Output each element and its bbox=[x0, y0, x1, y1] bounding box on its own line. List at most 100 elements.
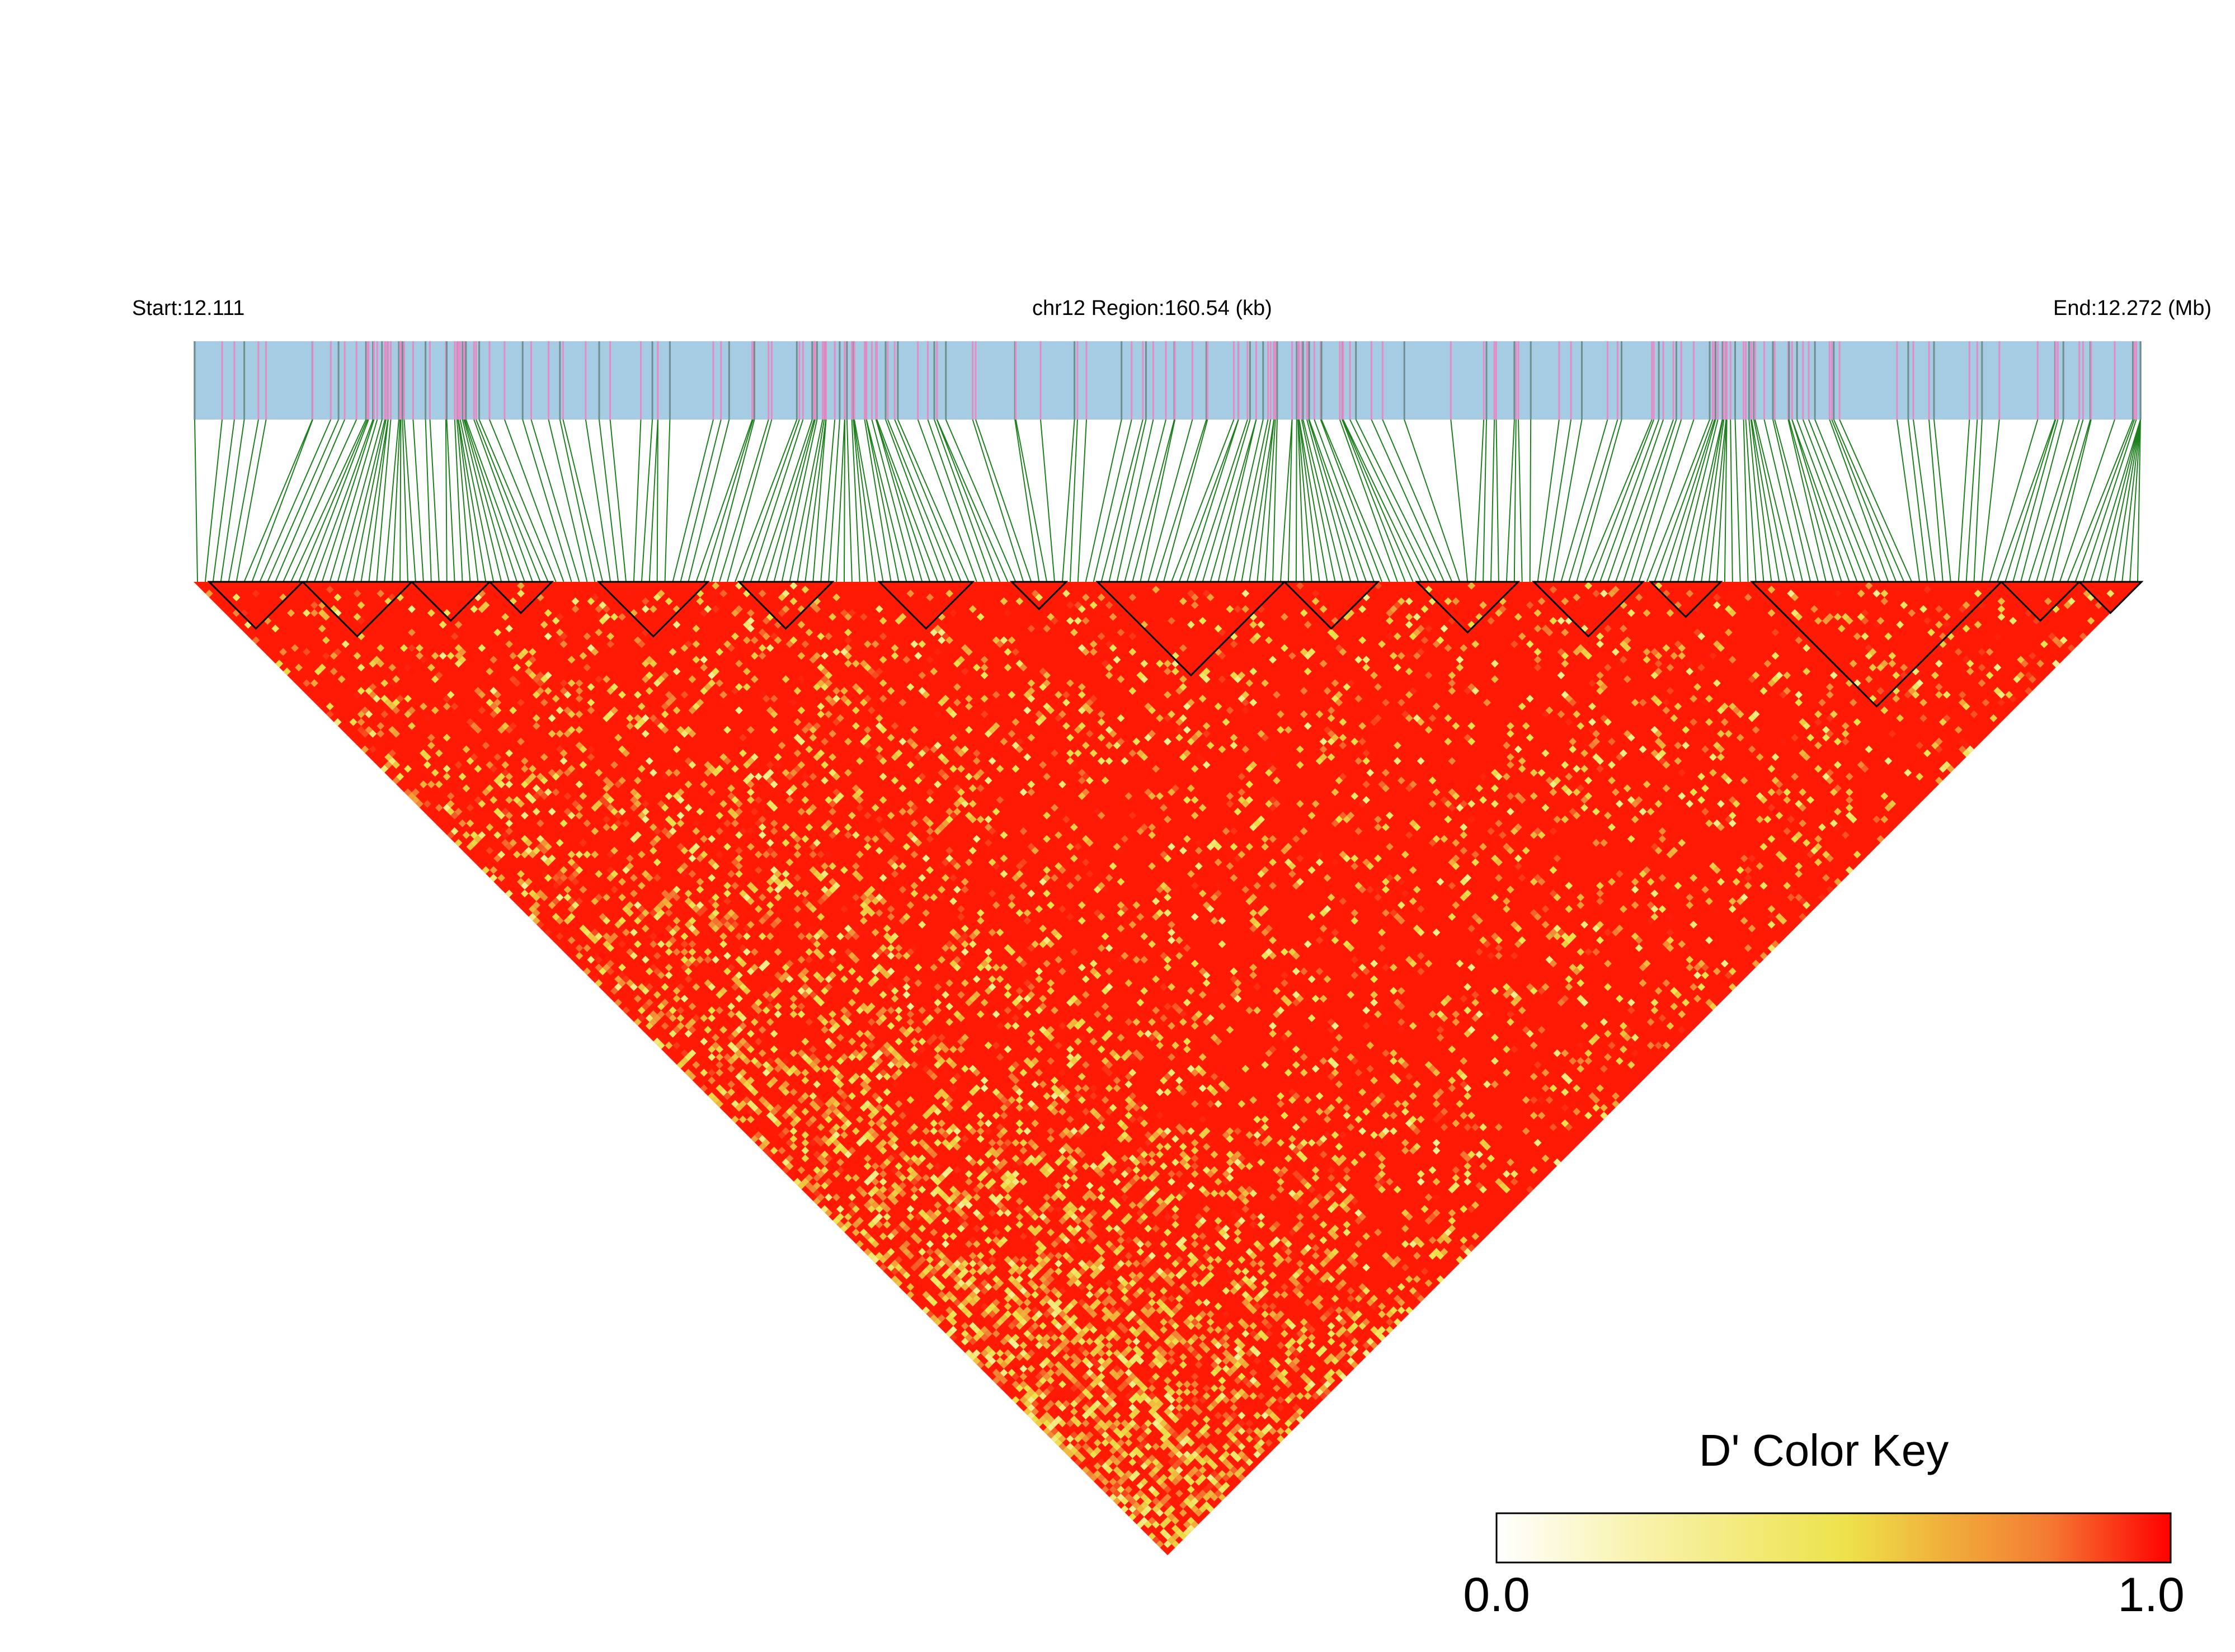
ld-cell bbox=[1140, 1322, 1149, 1330]
ld-cell bbox=[945, 1142, 953, 1151]
ld-cell bbox=[758, 823, 766, 831]
ld-cell bbox=[1051, 1084, 1058, 1093]
ld-cell bbox=[603, 784, 611, 793]
ld-cell bbox=[595, 979, 603, 987]
ld-cell bbox=[1081, 1411, 1090, 1420]
ld-cell bbox=[618, 613, 626, 621]
ld-cell bbox=[606, 866, 615, 874]
snp-connector-line bbox=[664, 419, 671, 582]
ld-cell bbox=[778, 1131, 786, 1139]
ld-cell bbox=[1117, 1135, 1125, 1143]
ld-cell bbox=[829, 878, 837, 886]
ld-cell bbox=[1183, 1380, 1191, 1389]
ld-cell bbox=[968, 1127, 977, 1135]
ld-cell bbox=[953, 1298, 961, 1307]
ld-cell bbox=[1047, 1423, 1055, 1432]
ld-cell bbox=[996, 1146, 1004, 1155]
ld-cell bbox=[1121, 1380, 1129, 1389]
ld-cell bbox=[855, 1217, 864, 1225]
ld-cell bbox=[1218, 1392, 1226, 1400]
ld-cell bbox=[1035, 1310, 1043, 1319]
ld-cell bbox=[1027, 1100, 1036, 1108]
ld-cell bbox=[1004, 1193, 1012, 1202]
ld-cell bbox=[392, 706, 401, 714]
ld-cell bbox=[1319, 1345, 1328, 1353]
ld-cell bbox=[641, 870, 650, 878]
ld-cell bbox=[1011, 1084, 1020, 1093]
ld-cell bbox=[1047, 1104, 1055, 1112]
ld-cell bbox=[801, 1053, 810, 1061]
ld-cell bbox=[1043, 1419, 1051, 1428]
ld-cell bbox=[945, 1306, 953, 1315]
ld-cell bbox=[938, 1314, 946, 1322]
ld-cell bbox=[1284, 1342, 1292, 1349]
ld-cell bbox=[318, 624, 326, 633]
ld-cell bbox=[637, 765, 646, 773]
ld-cell bbox=[875, 1251, 883, 1260]
ld-cell bbox=[1230, 1435, 1238, 1443]
ld-cell bbox=[1191, 1232, 1199, 1240]
ld-cell bbox=[1031, 1408, 1039, 1416]
ld-cell bbox=[1245, 1302, 1254, 1311]
ld-cell bbox=[1035, 1342, 1043, 1349]
ld-cell bbox=[1128, 1357, 1137, 1365]
ld-cell bbox=[922, 1127, 930, 1135]
snp-connector-line bbox=[599, 419, 619, 582]
ld-cell bbox=[727, 870, 735, 878]
ld-cell bbox=[1004, 1076, 1012, 1085]
snp-connector-line bbox=[1085, 419, 1122, 582]
ld-cell bbox=[1008, 1182, 1016, 1190]
ld-cell bbox=[1132, 1166, 1141, 1174]
ld-cell bbox=[466, 718, 474, 726]
ld-cell bbox=[482, 866, 490, 874]
ld-cell bbox=[793, 1116, 802, 1123]
snp-connector-line bbox=[1249, 419, 1275, 582]
ld-cell bbox=[486, 761, 494, 769]
ld-cell bbox=[1148, 1485, 1156, 1494]
ld-cell bbox=[435, 780, 443, 789]
ld-cell bbox=[797, 971, 806, 980]
ld-cell bbox=[1238, 1443, 1246, 1451]
ld-cell bbox=[813, 1166, 821, 1174]
ld-cell bbox=[431, 769, 439, 777]
ld-cell bbox=[684, 757, 693, 765]
ld-cell bbox=[1206, 1255, 1215, 1264]
ld-cell bbox=[1168, 1474, 1175, 1482]
ld-cell bbox=[544, 788, 552, 796]
ld-cell bbox=[1194, 1298, 1203, 1307]
ld-cell bbox=[867, 1205, 876, 1213]
ld-cell bbox=[1015, 1353, 1024, 1361]
ld-cell bbox=[1023, 1283, 1032, 1291]
ld-cell bbox=[641, 1003, 650, 1010]
ld-cell bbox=[1051, 1310, 1058, 1319]
ld-cell bbox=[637, 718, 646, 726]
ld-cell bbox=[1187, 1517, 1195, 1525]
ld-cell bbox=[1265, 1423, 1273, 1432]
snp-connector-line bbox=[703, 419, 754, 582]
ld-cell bbox=[1058, 1334, 1066, 1342]
ld-cell bbox=[357, 710, 365, 718]
ld-cell bbox=[961, 1033, 969, 1042]
snp-connector-line bbox=[1529, 419, 1532, 582]
ld-cell bbox=[357, 726, 365, 734]
ld-cell bbox=[976, 1322, 985, 1330]
ld-cell bbox=[1171, 1415, 1179, 1424]
ld-cell bbox=[1175, 1295, 1183, 1303]
ld-cell bbox=[891, 987, 899, 995]
ld-cell bbox=[1171, 1368, 1179, 1377]
ld-cell bbox=[867, 1221, 876, 1229]
ld-cell bbox=[1101, 1408, 1109, 1416]
ld-cell bbox=[797, 1182, 806, 1190]
ld-cell bbox=[524, 698, 533, 707]
snp-connector-line bbox=[1763, 419, 1804, 582]
snp-connector-line bbox=[228, 419, 259, 582]
ld-cell bbox=[712, 893, 720, 901]
ld-cell bbox=[1281, 1291, 1288, 1299]
snp-connector-line bbox=[885, 419, 947, 582]
ld-cell bbox=[1124, 1361, 1133, 1369]
ld-cell bbox=[801, 796, 810, 804]
ld-cell bbox=[1214, 1255, 1222, 1264]
ld-cell bbox=[404, 663, 412, 672]
ld-cell bbox=[934, 1061, 942, 1069]
ld-cell bbox=[669, 827, 677, 835]
